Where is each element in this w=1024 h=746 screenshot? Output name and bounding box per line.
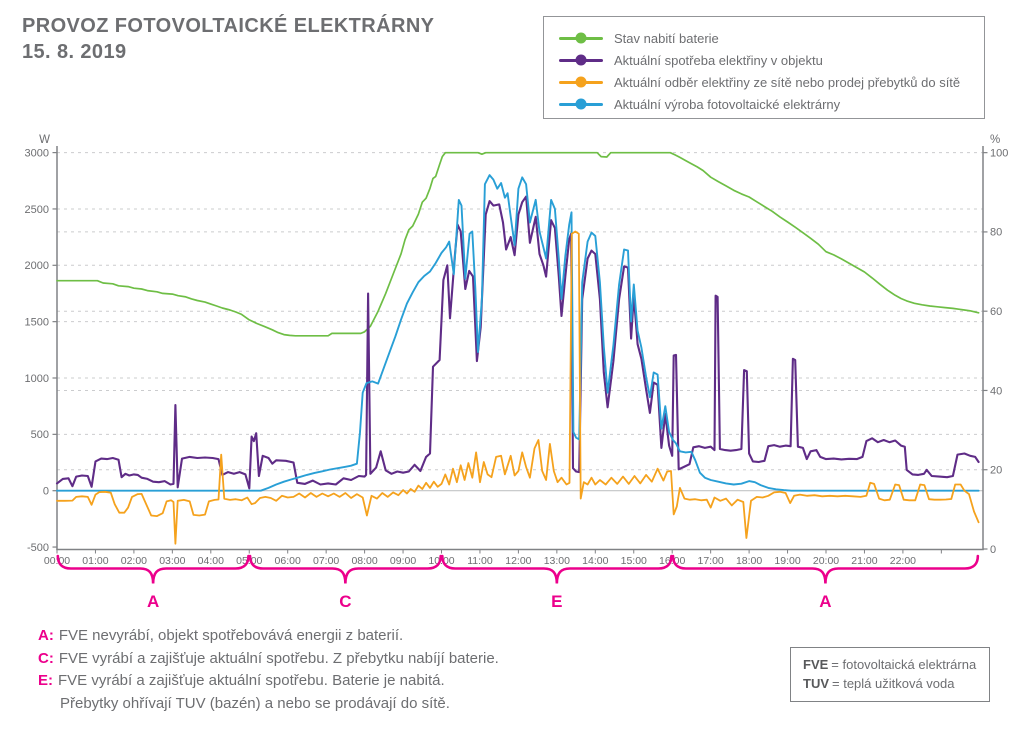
- y-left-tick-label: 1000: [25, 373, 49, 385]
- legend-box: Stav nabití baterie Aktuální spotřeba el…: [543, 16, 985, 119]
- legend-label: Stav nabití baterie: [614, 30, 719, 46]
- legend-item-production: Aktuální výroba fotovoltaické elektrárny: [559, 93, 984, 115]
- series-consumption-line: [55, 195, 980, 490]
- y-right-tick-label: 60: [990, 306, 1002, 318]
- x-tick-label: 03:00: [159, 555, 185, 567]
- x-tick-label: 15:00: [621, 555, 647, 567]
- y-left-unit-label: W: [39, 134, 50, 146]
- phase-brace-1: [248, 554, 442, 584]
- y-right-tick-label: 0: [990, 544, 996, 556]
- x-tick-label: 00:00: [44, 555, 70, 567]
- abbrev-def: = teplá užitková voda: [832, 676, 955, 691]
- y-left-tick-label: 2500: [25, 204, 49, 216]
- x-tick-label: 02:00: [121, 555, 147, 567]
- note-line-e: E: FVE vyrábí a zajišťuje aktuální spotře…: [38, 670, 499, 693]
- title-block: PROVOZ FOTOVOLTAICKÉ ELEKTRÁRNY 15. 8. 2…: [22, 13, 434, 65]
- legend-label: Aktuální spotřeba elektřiny v objektu: [614, 52, 823, 68]
- consumption-line-marker-icon: [559, 54, 603, 66]
- abbrev-line-fve: FVE = fotovoltaická elektrárna: [803, 655, 979, 674]
- phase-brace-2: [441, 554, 673, 584]
- legend-item-battery: Stav nabití baterie: [559, 27, 984, 49]
- grid-line-marker-icon: [559, 76, 603, 88]
- chart-date: 15. 8. 2019: [22, 41, 127, 63]
- phase-label-E: E: [551, 592, 562, 611]
- x-tick-label: 11:00: [467, 555, 493, 567]
- legend-label: Aktuální výroba fotovoltaické elektrárny: [614, 96, 841, 112]
- y-right-tick-label: 40: [990, 385, 1002, 397]
- abbrev-term: TUV: [803, 676, 829, 691]
- note-prefix-e: E:: [38, 672, 53, 689]
- series-battery-line: [56, 151, 980, 337]
- x-tick-label: 14:00: [582, 555, 608, 567]
- x-tick-label: 20:00: [813, 555, 839, 567]
- x-tick-label: 08:00: [351, 555, 377, 567]
- note-line-c: C: FVE vyrábí a zajišťuje aktuální spotře…: [38, 648, 499, 671]
- note-text: Přebytky ohřívají TUV (bazén) a nebo se …: [60, 694, 450, 712]
- y-left-tick-label: -500: [27, 542, 49, 554]
- x-tick-label: 01:00: [82, 555, 108, 567]
- y-right-tick-label: 100: [990, 147, 1008, 159]
- x-tick-label: 12:00: [505, 555, 531, 567]
- x-tick-label: 16:00: [659, 555, 685, 567]
- legend-label: Aktuální odběr elektřiny ze sítě nebo pr…: [614, 74, 961, 90]
- legend-item-consumption: Aktuální spotřeba elektřiny v objektu: [559, 49, 984, 71]
- x-tick-label: 18:00: [736, 555, 762, 567]
- phase-label-C: C: [339, 592, 351, 611]
- note-line-e2: Přebytky ohřívají TUV (bazén) a nebo se …: [60, 693, 499, 716]
- x-tick-label: 04:00: [198, 555, 224, 567]
- y-right-tick-label: 80: [990, 227, 1002, 239]
- phase-label-A: A: [819, 592, 831, 611]
- x-tick-label: 07:00: [313, 555, 339, 567]
- x-tick-label: 21:00: [851, 555, 877, 567]
- abbrev-def: = fotovoltaická elektrárna: [831, 657, 977, 672]
- note-text: FVE nevyrábí, objekt spotřebovává energi…: [58, 627, 404, 644]
- y-right-unit-label: %: [990, 134, 1000, 146]
- y-left-tick-label: 1500: [25, 316, 49, 328]
- note-text: FVE vyrábí a zajišťuje aktuální spotřebu…: [58, 649, 499, 667]
- phase-brace-0: [56, 554, 250, 584]
- abbrev-line-tuv: TUV = teplá užitková voda: [803, 674, 979, 693]
- note-prefix-a: A:: [38, 627, 54, 644]
- x-tick-label: 22:00: [890, 555, 916, 567]
- x-tick-label: 06:00: [275, 555, 301, 567]
- phase-notes: A: FVE nevyrábí, objekt spotřebovává ener…: [38, 625, 499, 715]
- x-tick-label: 09:00: [390, 555, 416, 567]
- phase-brace-3: [671, 554, 980, 584]
- x-tick-label: 05:00: [236, 555, 262, 567]
- y-left-tick-label: 2000: [25, 260, 49, 272]
- chart-title: PROVOZ FOTOVOLTAICKÉ ELEKTRÁRNY: [22, 15, 435, 37]
- battery-line-marker-icon: [559, 32, 603, 44]
- production-line-marker-icon: [559, 98, 603, 110]
- series-production-line: [56, 174, 980, 492]
- abbrev-term: FVE: [803, 657, 829, 672]
- y-left-tick-label: 0: [43, 486, 49, 498]
- legend-item-grid: Aktuální odběr elektřiny ze sítě nebo pr…: [559, 71, 984, 93]
- x-tick-label: 19:00: [774, 555, 800, 567]
- y-left-tick-label: 500: [31, 429, 49, 441]
- x-tick-label: 13:00: [544, 555, 570, 567]
- y-left-tick-label: 3000: [25, 147, 49, 159]
- x-tick-label: 10:00: [428, 555, 454, 567]
- y-right-tick-label: 20: [990, 465, 1002, 477]
- note-text: FVE vyrábí a zajišťuje aktuální spotřebu…: [58, 672, 445, 689]
- note-prefix-c: C:: [38, 649, 54, 667]
- note-line-a: A: FVE nevyrábí, objekt spotřebovává ener…: [38, 625, 499, 648]
- series-grid-line: [56, 230, 980, 545]
- phase-label-A: A: [147, 592, 159, 611]
- abbreviation-box: FVE = fotovoltaická elektrárna TUV = teplá…: [790, 647, 990, 702]
- x-tick-label: 17:00: [698, 555, 724, 567]
